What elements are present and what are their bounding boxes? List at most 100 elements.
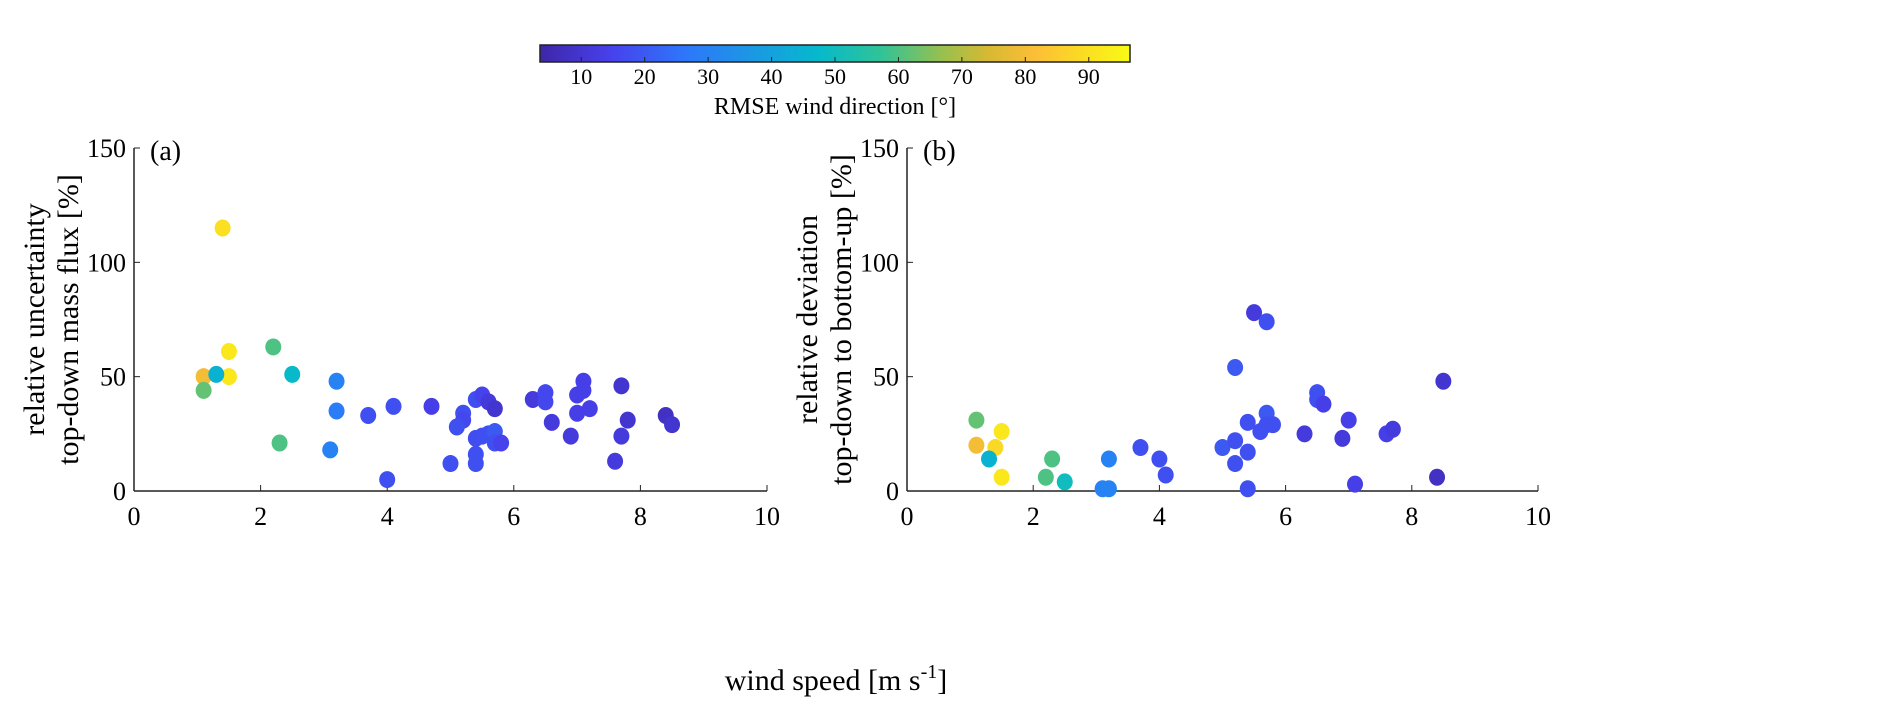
x-tick-label: 6 [1279, 502, 1292, 531]
data-point [360, 407, 377, 425]
data-point [1435, 372, 1452, 390]
colorbar-tick-label: 60 [887, 64, 909, 89]
x-tick-label: 8 [1405, 502, 1418, 531]
x-tick-label: 0 [128, 502, 141, 531]
data-point [581, 400, 598, 418]
data-point [993, 423, 1010, 441]
colorbar-tick-label: 30 [697, 64, 719, 89]
colorbar-tick-label: 20 [634, 64, 656, 89]
data-point [328, 372, 345, 390]
data-point [569, 404, 586, 422]
data-point [607, 452, 624, 470]
data-point [467, 455, 484, 473]
y-tick-label: 0 [113, 477, 126, 506]
x-axis-label: wind speed [m s-1] [725, 661, 947, 697]
colorbar-tick-label: 80 [1014, 64, 1036, 89]
data-point [1037, 468, 1054, 486]
y-tick-label: 100 [87, 248, 126, 277]
data-point [537, 393, 554, 411]
y-axis-label: top-down to bottom-up [%] [825, 154, 858, 485]
data-point [423, 397, 440, 415]
data-point [664, 416, 681, 434]
data-point [442, 455, 459, 473]
colorbar-tick-label: 10 [570, 64, 592, 89]
data-point [993, 468, 1010, 486]
data-point [448, 418, 465, 436]
data-point [214, 219, 231, 237]
panel-label: (b) [923, 136, 956, 167]
data-point [575, 381, 592, 399]
data-point [1044, 450, 1061, 468]
colorbar-label: RMSE wind direction [°] [714, 94, 956, 120]
colorbar-tick-label: 90 [1078, 64, 1100, 89]
data-point [220, 368, 237, 386]
data-point [1100, 450, 1117, 468]
x-tick-label: 2 [1027, 502, 1040, 531]
data-point [1151, 450, 1168, 468]
data-point [562, 427, 579, 445]
data-point [322, 441, 339, 459]
data-point [1334, 429, 1351, 447]
panel-label: (a) [150, 136, 181, 167]
data-point [1258, 313, 1275, 331]
data-point [1347, 475, 1364, 493]
colorbar-tick-label: 50 [824, 64, 846, 89]
data-point [1340, 411, 1357, 429]
data-point [1100, 480, 1117, 498]
data-point [385, 397, 402, 415]
y-tick-label: 150 [87, 134, 126, 163]
data-point [524, 391, 541, 409]
data-point [1429, 468, 1446, 486]
data-point [968, 436, 985, 454]
x-tick-label: 0 [901, 502, 914, 531]
data-point [1056, 473, 1073, 491]
data-point [613, 427, 630, 445]
data-point [1239, 443, 1256, 461]
x-tick-label: 4 [381, 502, 394, 531]
data-point [1227, 455, 1244, 473]
data-point [1239, 413, 1256, 431]
data-point [195, 381, 212, 399]
x-tick-label: 10 [1525, 502, 1551, 531]
data-point [1239, 480, 1256, 498]
x-tick-label: 6 [507, 502, 520, 531]
y-axis-label: relative deviation [791, 215, 824, 424]
data-point [543, 413, 560, 431]
y-tick-label: 0 [886, 477, 899, 506]
data-point [1214, 439, 1231, 457]
y-axis-label: top-down mass flux [%] [52, 174, 85, 465]
data-point [1227, 359, 1244, 377]
data-point [208, 365, 225, 383]
data-point [265, 338, 282, 356]
data-point [493, 434, 510, 452]
y-tick-label: 50 [873, 363, 899, 392]
data-point [284, 365, 301, 383]
x-tick-label: 8 [634, 502, 647, 531]
data-point [1227, 432, 1244, 450]
data-point [1264, 416, 1281, 434]
data-point [1157, 466, 1174, 484]
y-tick-label: 150 [860, 134, 899, 163]
x-tick-label: 10 [754, 502, 780, 531]
data-point [968, 411, 985, 429]
data-point [328, 402, 345, 420]
data-point [613, 377, 630, 395]
data-point [619, 411, 636, 429]
x-tick-label: 2 [254, 502, 267, 531]
data-point [1384, 420, 1401, 438]
y-axis-label: relative uncertainty [18, 203, 51, 435]
data-point [195, 368, 212, 386]
data-point [486, 400, 503, 418]
data-point [220, 343, 237, 361]
data-point [1246, 304, 1263, 322]
data-point [379, 471, 396, 489]
y-tick-label: 100 [860, 248, 899, 277]
x-tick-label: 4 [1153, 502, 1166, 531]
colorbar: 10 20 30 40 50 60 70 80 90 [539, 44, 1131, 89]
colorbar-tick-label: 70 [951, 64, 973, 89]
data-point [271, 434, 288, 452]
colorbar-tick-label: 40 [761, 64, 783, 89]
